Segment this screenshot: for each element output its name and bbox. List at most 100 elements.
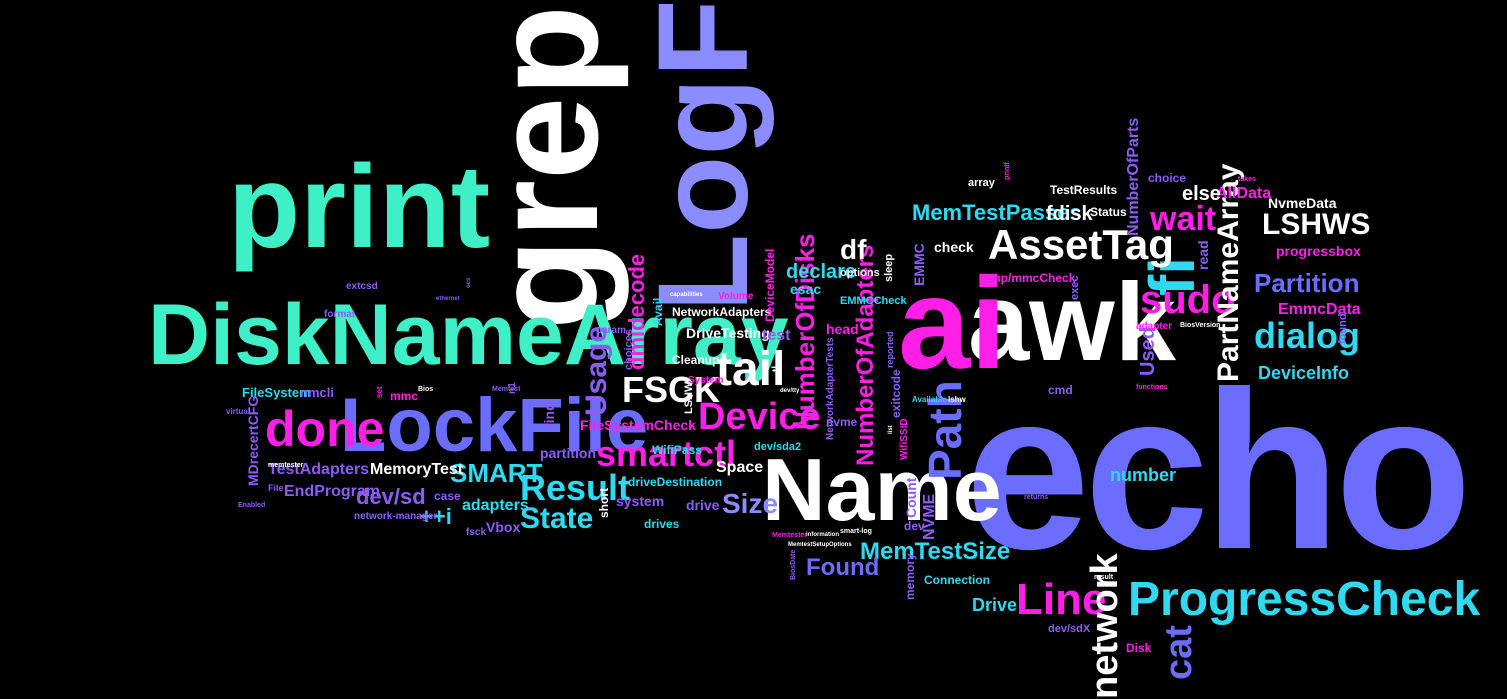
word-smartctl: smartctl: [596, 433, 737, 474]
word-memtester: memtester: [268, 462, 304, 469]
word-lockfile: LockFile: [340, 383, 649, 468]
word-smart: SMART: [450, 458, 543, 488]
word-ocs: ocs: [466, 277, 472, 288]
word-tl: tl: [771, 365, 782, 372]
word-enabled: Enabled: [238, 502, 266, 509]
word-reported: reported: [885, 331, 895, 368]
word-drive-lc: drive: [686, 497, 720, 513]
word-assettag: AssetTag: [988, 221, 1174, 268]
word-array: array: [968, 177, 995, 189]
word-networkadaptertests: NetworkAdapterTests: [825, 337, 836, 440]
word-alldata: AllData: [1216, 185, 1272, 202]
word-memtestsetupoptions: MemtestSetupOptions: [788, 542, 852, 548]
word-nvmedata: NvmeData: [1268, 195, 1337, 211]
word-fsck: FSCK: [622, 369, 720, 410]
word-disknamearray: DiskNameArray: [148, 287, 789, 383]
word-size: Size: [722, 488, 779, 519]
word-deviceinfo: DeviceInfo: [1258, 363, 1350, 383]
word-nvme-lc: nvme: [826, 415, 858, 429]
word-found-lc: found: [1337, 313, 1349, 344]
word-avail: Avail: [651, 297, 665, 326]
word-drive-cap: Drive: [972, 595, 1018, 615]
word-set: set: [375, 386, 384, 398]
word-sleep: sleep: [883, 253, 895, 282]
word-drivetesting: DriveTesting: [686, 325, 770, 341]
word-status: Status: [1090, 205, 1127, 219]
word-options: options: [840, 267, 880, 279]
word-choice: choice: [1148, 171, 1187, 185]
word-dev: dev: [904, 519, 925, 533]
word-ai: ai: [898, 250, 1007, 396]
word-ethernet: ethernet: [436, 296, 460, 302]
word-used: Used: [1137, 327, 1159, 376]
word-printf: printf: [1004, 162, 1011, 180]
word-sudo: sudo: [1140, 278, 1236, 322]
word-testresults: TestResults: [1050, 183, 1118, 197]
word-fsck-lc: fsck: [466, 527, 487, 538]
word-wifissid: WifiSSID: [899, 418, 910, 460]
word-filesystem: FileSystem: [242, 385, 311, 400]
word-memtestpasses: MemTestPasses: [912, 200, 1082, 225]
word-biosversion: BiosVersion: [1180, 322, 1221, 329]
word-exitcode: exitcode: [889, 369, 903, 418]
word-logfile: LogFile: [632, 0, 775, 312]
word-number: number: [1110, 465, 1177, 485]
word-find: find: [541, 402, 557, 428]
word-name: Name: [762, 440, 1002, 539]
word-virtual: virtual: [226, 407, 251, 416]
word-memtestsize: MemTestSize: [860, 538, 1011, 565]
word-plusplus-i: ++i: [420, 504, 452, 529]
word-testadapters: TestAdapters: [268, 461, 370, 478]
word-wait: wait: [1150, 200, 1217, 238]
word-tail: tail: [716, 343, 786, 396]
word-emmc: EMMC: [911, 243, 927, 286]
word-networkadapters: NetworkAdapters: [672, 305, 772, 319]
word-format: format: [324, 309, 356, 320]
word-devicemodel: DeviceModel: [763, 248, 777, 322]
word-adapters: adapters: [462, 497, 529, 514]
word-endprogram: EndProgram: [284, 483, 381, 500]
word-vbox: Vbox: [486, 519, 521, 535]
word-drives: drives: [644, 517, 680, 531]
word-biosdate: BiosDate: [790, 549, 797, 580]
word-emmccheck: EMMCCheck: [840, 295, 907, 307]
word-head: head: [826, 321, 859, 337]
word-param: param: [596, 325, 627, 336]
word-dev-sda2: dev/sda2: [754, 441, 802, 453]
word-cat: cat: [1158, 625, 1200, 680]
word-case: case: [434, 489, 461, 503]
word-list: list: [888, 425, 894, 434]
word-memtester-cap: Memtester: [772, 532, 808, 539]
word-information: information: [806, 532, 839, 538]
word-available: Available: [912, 395, 947, 404]
word-test: test: [762, 327, 791, 344]
word-short: short: [597, 488, 611, 518]
word-df: df: [840, 234, 867, 265]
word-exec: exec: [1069, 275, 1081, 300]
word-dialog: dialog: [1254, 315, 1360, 356]
word-dev-sd: dev/sd: [356, 484, 426, 509]
word-found: Found: [806, 554, 880, 581]
word-check: check: [934, 239, 974, 255]
word-space: Space: [716, 459, 764, 476]
word-lshw-lc: lshw: [948, 395, 966, 404]
word-else: else: [1182, 183, 1221, 205]
word-memorytest: MemoryTest: [370, 461, 464, 478]
word-drivedestination: driveDestination: [628, 475, 723, 489]
word-esac: esac: [790, 281, 822, 297]
word-grep: grep: [461, 4, 629, 330]
word-fdisk: fdisk: [1046, 203, 1093, 225]
word-emmcdata: EmmcData: [1278, 301, 1361, 318]
word-smart-log: smart-log: [840, 528, 872, 535]
word-declare: declare: [786, 261, 857, 283]
word-nmcli: nmcli: [300, 385, 334, 400]
word-takes: takes: [1238, 176, 1256, 183]
word-progresscheck: ProgressCheck: [1128, 573, 1481, 626]
word-functions: functions: [1136, 384, 1168, 391]
word-adapter: adapter: [1136, 321, 1173, 332]
word-system: system: [616, 493, 665, 509]
word-done: done: [265, 401, 385, 457]
word-awk: awk: [968, 261, 1176, 384]
word-tmp-mmccheck: tmp/mmcCheck: [986, 271, 1076, 285]
